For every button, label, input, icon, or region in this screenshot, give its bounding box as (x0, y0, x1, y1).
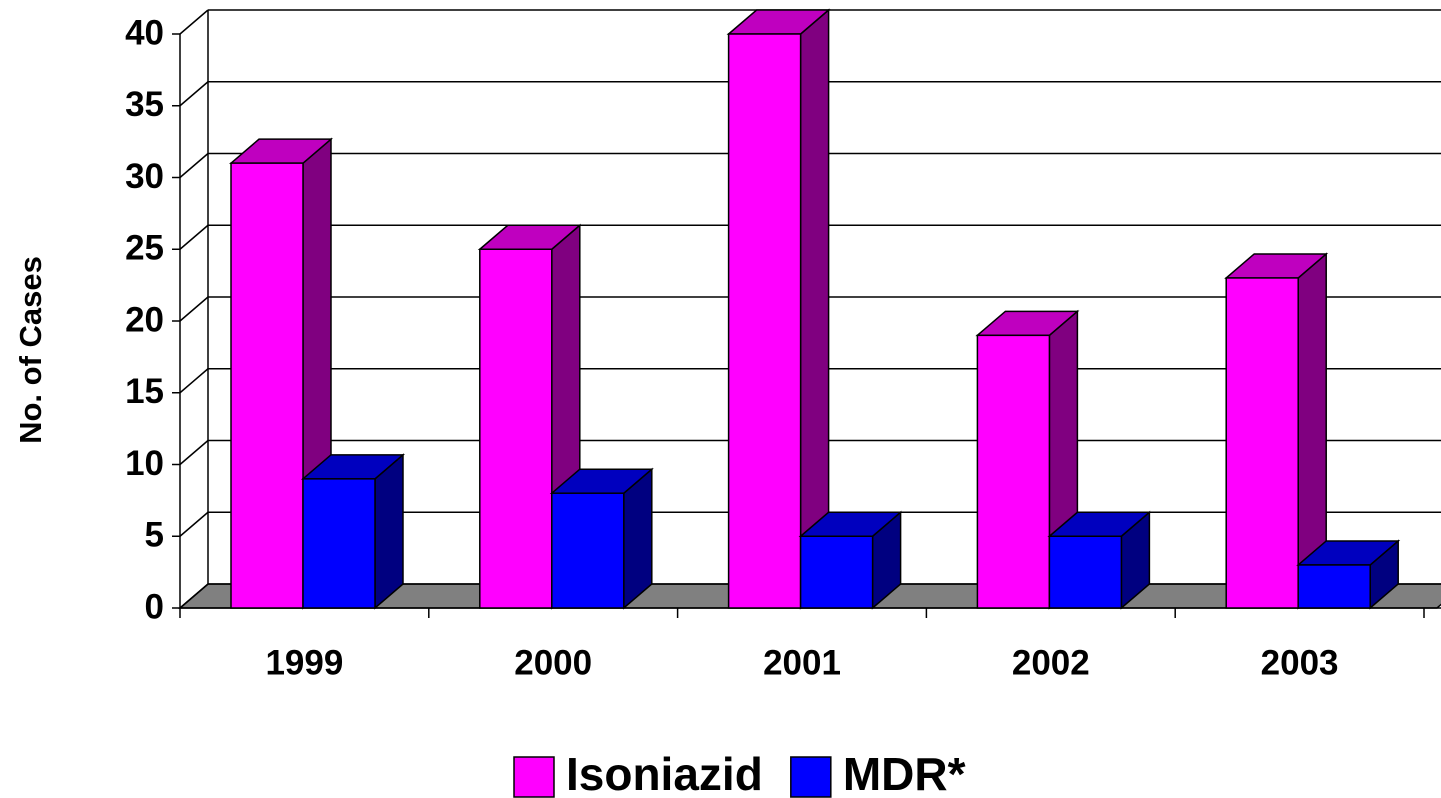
y-tick-label: 0 (145, 587, 164, 626)
y-tick-label: 5 (145, 516, 164, 555)
bar-front (727, 33, 802, 609)
grid-line-side (179, 439, 209, 466)
bar (1296, 539, 1401, 610)
legend-swatch (790, 756, 832, 798)
grid-line-side (179, 368, 209, 394)
y-tick-label: 25 (125, 229, 164, 268)
y-tick-label: 15 (125, 372, 164, 411)
bar-front (1225, 277, 1299, 609)
y-axis-label: No. of Cases (13, 256, 48, 444)
bar (549, 467, 654, 610)
x-tick-label: 2003 (1261, 643, 1339, 682)
x-tick-label: 2000 (514, 643, 592, 682)
bar-front (551, 492, 625, 609)
grid-line-side (179, 583, 209, 609)
legend-label: MDR* (843, 748, 966, 798)
grid-line-side (179, 511, 209, 537)
bar-front (302, 478, 376, 609)
x-tick-label: 2002 (1012, 643, 1090, 682)
bar (798, 510, 903, 610)
bar-front (1048, 535, 1123, 609)
y-tick-label: 35 (125, 85, 164, 124)
bar-front (799, 535, 874, 609)
bar (300, 453, 406, 610)
legend-swatch (513, 756, 555, 798)
grid-line-side (179, 224, 209, 250)
bar-front (1297, 564, 1371, 609)
y-tick-label: 30 (125, 157, 164, 196)
y-tick-label: 10 (125, 444, 164, 483)
legend-label: Isoniazid (566, 748, 763, 798)
bar-front (479, 248, 553, 609)
bar-front (976, 334, 1051, 609)
bar-side (374, 453, 404, 610)
y-tick-label: 20 (125, 300, 164, 339)
bar-front (230, 162, 304, 609)
grid-line-side (179, 9, 209, 35)
grid-line-side (179, 296, 209, 322)
bar (1224, 252, 1329, 610)
bar (1047, 510, 1152, 610)
x-tick-label: 2001 (763, 643, 841, 682)
bar (228, 137, 334, 610)
grid-line-side (179, 81, 209, 107)
bar (726, 8, 831, 610)
grid-line-side (179, 152, 209, 179)
y-tick-label: 40 (125, 13, 164, 52)
x-tick-label: 1999 (265, 643, 343, 682)
